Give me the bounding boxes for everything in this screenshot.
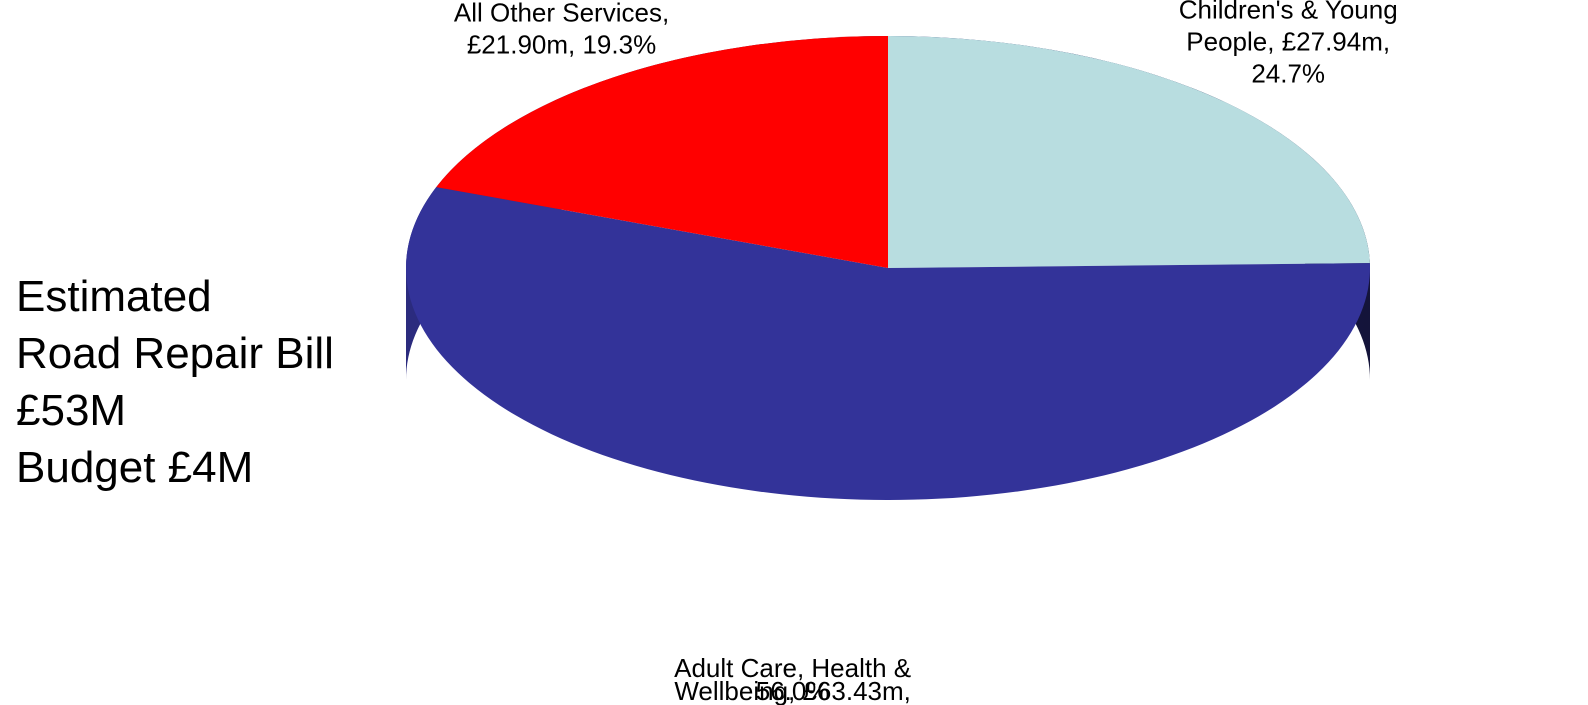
note-line-budget: Budget £4M <box>16 443 254 492</box>
note-line-estimated: Estimated <box>16 272 212 321</box>
slice-label-line: 56.0% <box>756 676 830 705</box>
pie-slice-children-s-young-people <box>888 36 1370 268</box>
slice-label-line: People, £27.94m, <box>1186 27 1390 57</box>
note-line-road-repair-bill: Road Repair Bill <box>16 329 334 378</box>
slice-label-all-other-services: All Other Services, £21.90m, 19.3% <box>454 0 669 60</box>
pie-labels: Children's & Young People, £27.94m, 24.7% A… <box>454 0 1398 705</box>
pie-slice-adult-care-health-wellbeing <box>406 187 1370 500</box>
slice-label-line: All Other Services, <box>454 0 669 28</box>
note-line-bill-amount: £53M <box>16 386 127 435</box>
slice-label-line: Children's & Young <box>1179 0 1398 25</box>
slice-label-line: Adult Care, Health & <box>674 653 911 683</box>
slice-label-line: 24.7% <box>1251 59 1325 89</box>
pie-slices <box>406 36 1370 500</box>
slice-label-line: £21.90m, 19.3% <box>467 30 656 60</box>
pie-slice-all-other-services <box>436 36 888 268</box>
slice-label-children-s-young-people: Children's & Young People, £27.94m, 24.7% <box>1179 0 1398 89</box>
road-repair-note: Estimated Road Repair Bill £53M Budget £… <box>16 268 396 496</box>
slice-label-adult-care-health-wellbeing: Adult Care, Health & Wellbeing, £63.43m,5… <box>674 653 911 705</box>
slice-label-line: Wellbeing, £63.43m, <box>674 676 911 705</box>
